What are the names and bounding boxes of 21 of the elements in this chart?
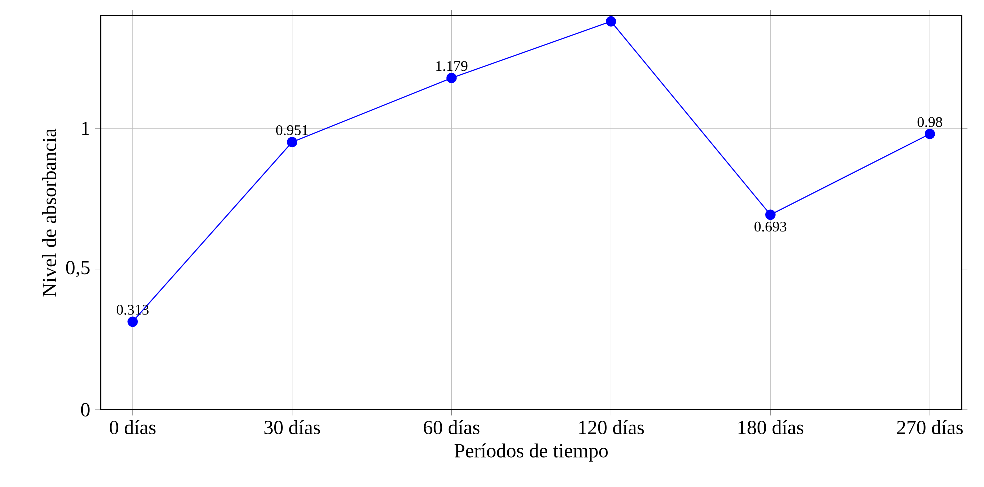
y-axis-title: Nivel de absorbancia xyxy=(42,128,56,297)
point xyxy=(287,137,298,148)
x-tick-label: 30 días xyxy=(264,420,320,434)
x-tick-label: 60 días xyxy=(424,420,480,434)
y-tick-label: 1 xyxy=(82,122,90,136)
y-tick-label: 0,5 xyxy=(66,261,90,278)
x-axis-title: Períodos de tiempo xyxy=(454,444,608,462)
data-label: 0.693 xyxy=(754,222,787,232)
x-tick-label: 180 días xyxy=(738,420,804,434)
x-tick-label: 270 días xyxy=(897,420,963,434)
data-label: 0.98 xyxy=(918,117,942,128)
point xyxy=(128,316,138,328)
x-tick-label: 0 días xyxy=(110,420,156,434)
point xyxy=(924,129,936,140)
point xyxy=(446,73,457,84)
x-tick-label: 120 días xyxy=(579,420,644,434)
y-tick-label: 0 xyxy=(81,403,90,417)
point xyxy=(606,16,616,27)
data-label: 0.951 xyxy=(276,125,308,136)
data-label: 1.179 xyxy=(436,61,468,72)
point xyxy=(765,210,776,220)
